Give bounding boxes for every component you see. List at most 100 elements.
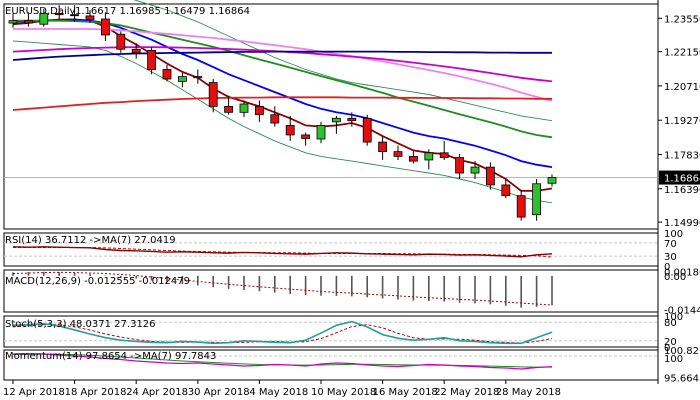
current-price-badge	[659, 170, 700, 185]
candle	[147, 46, 157, 75]
candle	[85, 9, 95, 24]
candle	[54, 5, 64, 20]
moving-average-5	[12, 50, 552, 61]
momentum-tick-label: 100.8272	[664, 346, 700, 357]
candle-body	[193, 76, 203, 79]
stoch-tick-label: 100	[664, 312, 683, 323]
macd-tick-label: 0.001865	[664, 267, 700, 278]
candle	[131, 43, 141, 59]
price-tick-label: 1.16390	[664, 185, 700, 196]
candle-body	[285, 125, 295, 136]
candle	[270, 106, 280, 127]
candle	[116, 31, 126, 53]
price-tick-label: 1.23550	[664, 14, 700, 25]
candle-body	[8, 20, 18, 24]
macd-tick-label: -0.014485	[664, 306, 700, 317]
candle-body	[208, 82, 218, 107]
moving-average-1	[12, 18, 553, 168]
candle-body	[347, 117, 357, 122]
momentum-line	[12, 352, 553, 370]
candle	[362, 114, 372, 146]
candle-body	[224, 105, 234, 113]
candle-body	[147, 50, 157, 70]
candle	[331, 115, 341, 134]
candle	[501, 179, 511, 199]
candle-body	[39, 13, 49, 25]
momentum-label: Momentum(14) 97.8654 ->MA(7) 97.7843	[5, 351, 216, 362]
momentum-tick-label: 100	[664, 354, 683, 365]
candle	[470, 161, 480, 179]
candle	[424, 149, 434, 170]
candle-body	[316, 125, 326, 140]
candle-body	[131, 48, 141, 54]
candle	[239, 100, 249, 118]
x-tick-label: 12 Apr 2018	[3, 387, 65, 398]
moving-average-6	[12, 96, 552, 111]
candle-body	[424, 152, 434, 161]
rsi-tick-label: 0	[664, 262, 670, 273]
momentum-tick-label: 95.6645	[664, 374, 700, 385]
price-tick-label: 1.20710	[664, 82, 700, 93]
envelope-line-1	[12, 40, 553, 204]
moving-average-0	[12, 18, 553, 192]
candle-body	[85, 15, 95, 20]
price-tick-label: 1.14990	[664, 218, 700, 229]
rsi-tick-label: 100	[664, 229, 683, 240]
stoch-tick-label: 0	[664, 343, 670, 354]
candle	[301, 132, 311, 146]
candle-body	[301, 134, 311, 139]
rsi-tick-label: 70	[664, 239, 677, 250]
candle-body	[70, 14, 79, 17]
candle-body	[439, 152, 449, 158]
candle-body	[408, 155, 418, 162]
candle-body	[470, 166, 480, 174]
price-tick-label: 1.17830	[664, 150, 700, 161]
candle-body	[378, 141, 388, 153]
x-tick-label: 28 May 2018	[496, 387, 561, 398]
x-tick-label: 24 Apr 2018	[126, 387, 188, 398]
candle	[347, 112, 357, 127]
stoch-k-line	[12, 320, 553, 345]
macd-label: MACD(12,26,9) -0.012555 -0.012479	[5, 276, 190, 287]
candle-body	[455, 157, 465, 174]
candle	[439, 140, 449, 160]
x-tick-label: 22 May 2018	[434, 387, 499, 398]
stoch-label: Stoch(5,3,3) 48.0371 27.3126	[5, 319, 156, 330]
rsi-tick-label: 30	[664, 252, 677, 263]
candle-body	[101, 18, 110, 36]
candle-body	[532, 183, 541, 216]
x-tick-label: 16 May 2018	[373, 387, 438, 398]
candle	[455, 154, 465, 179]
candle	[393, 145, 403, 160]
candle-body	[501, 184, 511, 197]
candle	[39, 8, 49, 27]
candle-body	[393, 151, 403, 157]
candle	[408, 150, 418, 164]
candle-body	[516, 195, 526, 218]
macd-tick-label: 0.00	[664, 272, 686, 283]
candle	[101, 12, 110, 41]
candle	[8, 13, 18, 28]
candle-body	[254, 105, 264, 116]
candle	[224, 95, 234, 115]
candle-body	[54, 13, 64, 16]
pane-frame-main	[3, 3, 659, 230]
candle	[285, 115, 295, 141]
rsi-label: RSI(14) 36.7112 ->MA(7) 27.0419	[5, 235, 176, 246]
candle	[177, 73, 187, 88]
candle-body	[239, 103, 249, 113]
price-tick-label: 1.19270	[664, 116, 700, 127]
stoch-tick-label: 80	[664, 318, 677, 329]
candle-body	[177, 76, 187, 82]
current-price-label: 1.16864	[664, 174, 700, 185]
candle	[254, 100, 264, 122]
candle-body	[362, 117, 372, 143]
candle-body	[485, 166, 495, 186]
candle	[378, 136, 388, 160]
price-tick-label: 1.22150	[664, 48, 700, 59]
candle	[485, 162, 495, 190]
candle-body	[116, 33, 126, 50]
candle-body	[547, 177, 557, 184]
x-tick-label: 30 Apr 2018	[188, 387, 250, 398]
x-tick-label: 10 May 2018	[311, 387, 376, 398]
